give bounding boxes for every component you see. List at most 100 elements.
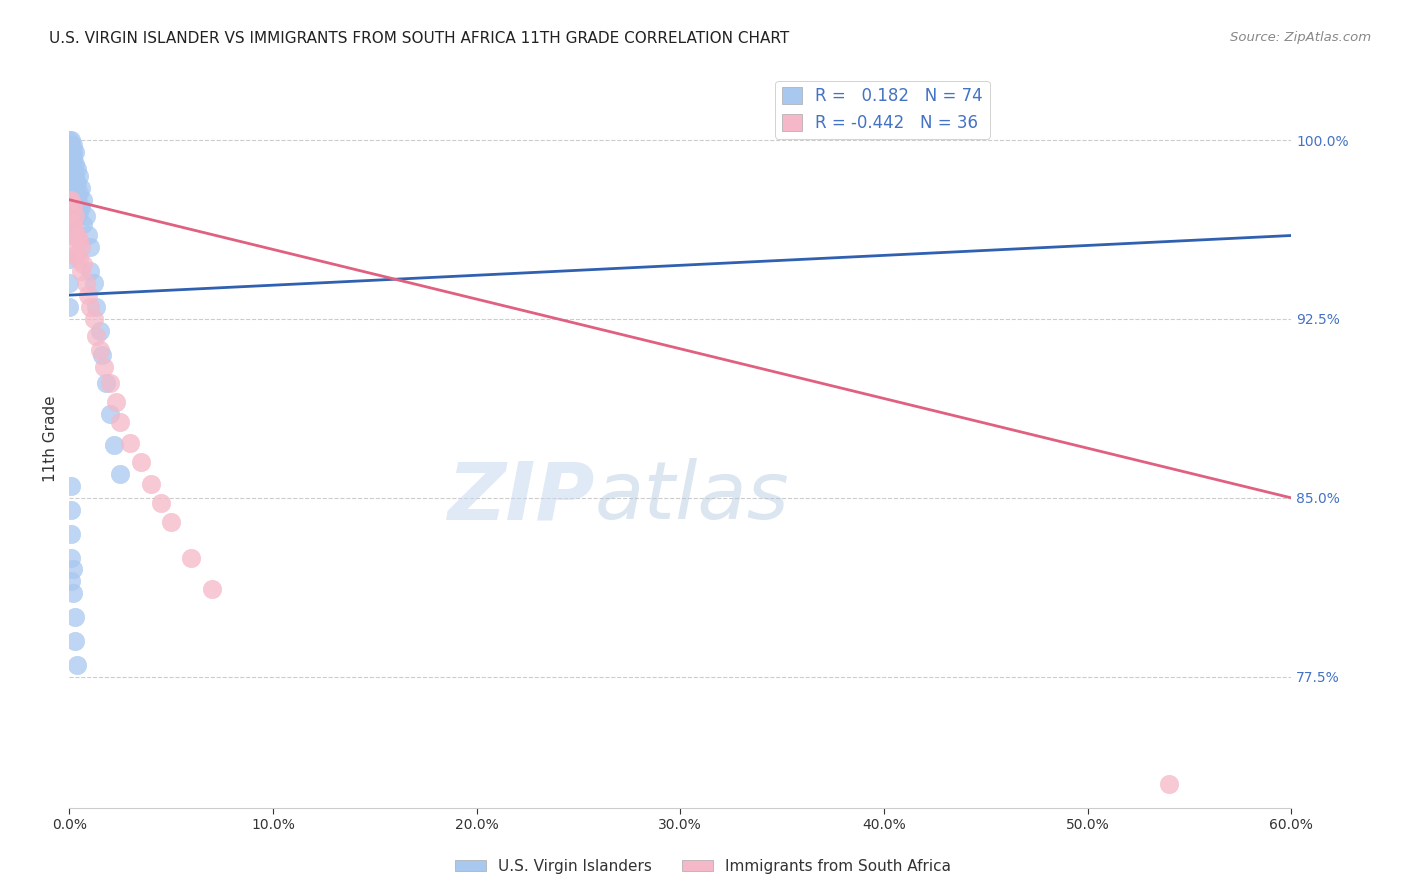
Point [58, 276, 80, 290]
Point [149, 496, 172, 510]
Point [75, 210, 97, 224]
Point [60, 143, 83, 157]
Point [66, 247, 89, 261]
Point [58, 133, 80, 147]
Point [65, 634, 87, 648]
Text: U.S. VIRGIN ISLANDER VS IMMIGRANTS FROM SOUTH AFRICA 11TH GRADE CORRELATION CHAR: U.S. VIRGIN ISLANDER VS IMMIGRANTS FROM … [49, 31, 789, 46]
Point [62, 145, 84, 159]
Point [76, 228, 98, 243]
Point [67, 233, 90, 247]
Point [90, 348, 112, 362]
Point [67, 204, 90, 219]
Point [62, 217, 84, 231]
Point [58, 137, 80, 152]
Point [60, 169, 83, 183]
Point [60, 137, 83, 152]
Point [72, 193, 94, 207]
Point [60, 193, 83, 207]
Point [62, 169, 84, 183]
Point [65, 228, 87, 243]
Point [70, 181, 93, 195]
Point [58, 157, 80, 171]
Point [60, 186, 83, 200]
Point [160, 515, 183, 529]
Point [60, 217, 83, 231]
Point [72, 257, 94, 271]
Legend: R =   0.182   N = 74, R = -0.442   N = 36: R = 0.182 N = 74, R = -0.442 N = 36 [775, 80, 990, 138]
Point [65, 181, 87, 195]
Point [60, 204, 83, 219]
Point [72, 217, 94, 231]
Point [66, 161, 89, 176]
Point [67, 186, 90, 200]
Point [62, 562, 84, 576]
Point [62, 181, 84, 195]
Point [65, 210, 87, 224]
Point [201, 582, 224, 596]
Point [89, 324, 111, 338]
Point [67, 252, 90, 267]
Point [103, 438, 125, 452]
Point [60, 479, 83, 493]
Point [93, 359, 115, 374]
Point [84, 328, 107, 343]
Point [67, 169, 90, 183]
Point [60, 152, 83, 166]
Point [84, 300, 107, 314]
Point [79, 300, 101, 314]
Point [89, 343, 111, 357]
Point [60, 503, 83, 517]
Point [60, 210, 83, 224]
Point [65, 145, 87, 159]
Point [58, 147, 80, 161]
Text: Source: ZipAtlas.com: Source: ZipAtlas.com [1230, 31, 1371, 45]
Point [76, 288, 98, 302]
Point [70, 200, 93, 214]
Point [60, 176, 83, 190]
Point [65, 169, 87, 183]
Point [58, 161, 80, 176]
Point [60, 217, 83, 231]
Point [58, 152, 80, 166]
Point [70, 264, 93, 278]
Point [66, 657, 89, 672]
Point [66, 210, 89, 224]
Point [62, 586, 84, 600]
Point [62, 161, 84, 176]
Legend: U.S. Virgin Islanders, Immigrants from South Africa: U.S. Virgin Islanders, Immigrants from S… [449, 853, 957, 880]
Point [58, 300, 80, 314]
Point [129, 455, 152, 469]
Point [60, 200, 83, 214]
Point [62, 152, 84, 166]
Point [66, 190, 89, 204]
Point [108, 467, 131, 481]
Text: atlas: atlas [595, 458, 790, 536]
Point [58, 193, 80, 207]
Point [60, 133, 83, 147]
Point [65, 610, 87, 624]
Point [58, 252, 80, 267]
Point [62, 193, 84, 207]
Point [62, 233, 84, 247]
Point [79, 240, 101, 254]
Point [139, 476, 162, 491]
Point [1159, 777, 1181, 791]
Point [70, 240, 93, 254]
Point [60, 526, 83, 541]
Point [94, 376, 117, 391]
Point [83, 312, 105, 326]
Point [66, 176, 89, 190]
Point [83, 276, 105, 290]
Point [65, 157, 87, 171]
Point [79, 264, 101, 278]
Point [66, 228, 89, 243]
Text: ZIP: ZIP [447, 458, 595, 536]
Point [62, 204, 84, 219]
Point [65, 210, 87, 224]
Point [180, 550, 202, 565]
Point [105, 395, 128, 409]
Point [58, 143, 80, 157]
Point [75, 276, 97, 290]
Point [60, 147, 83, 161]
Point [62, 137, 84, 152]
